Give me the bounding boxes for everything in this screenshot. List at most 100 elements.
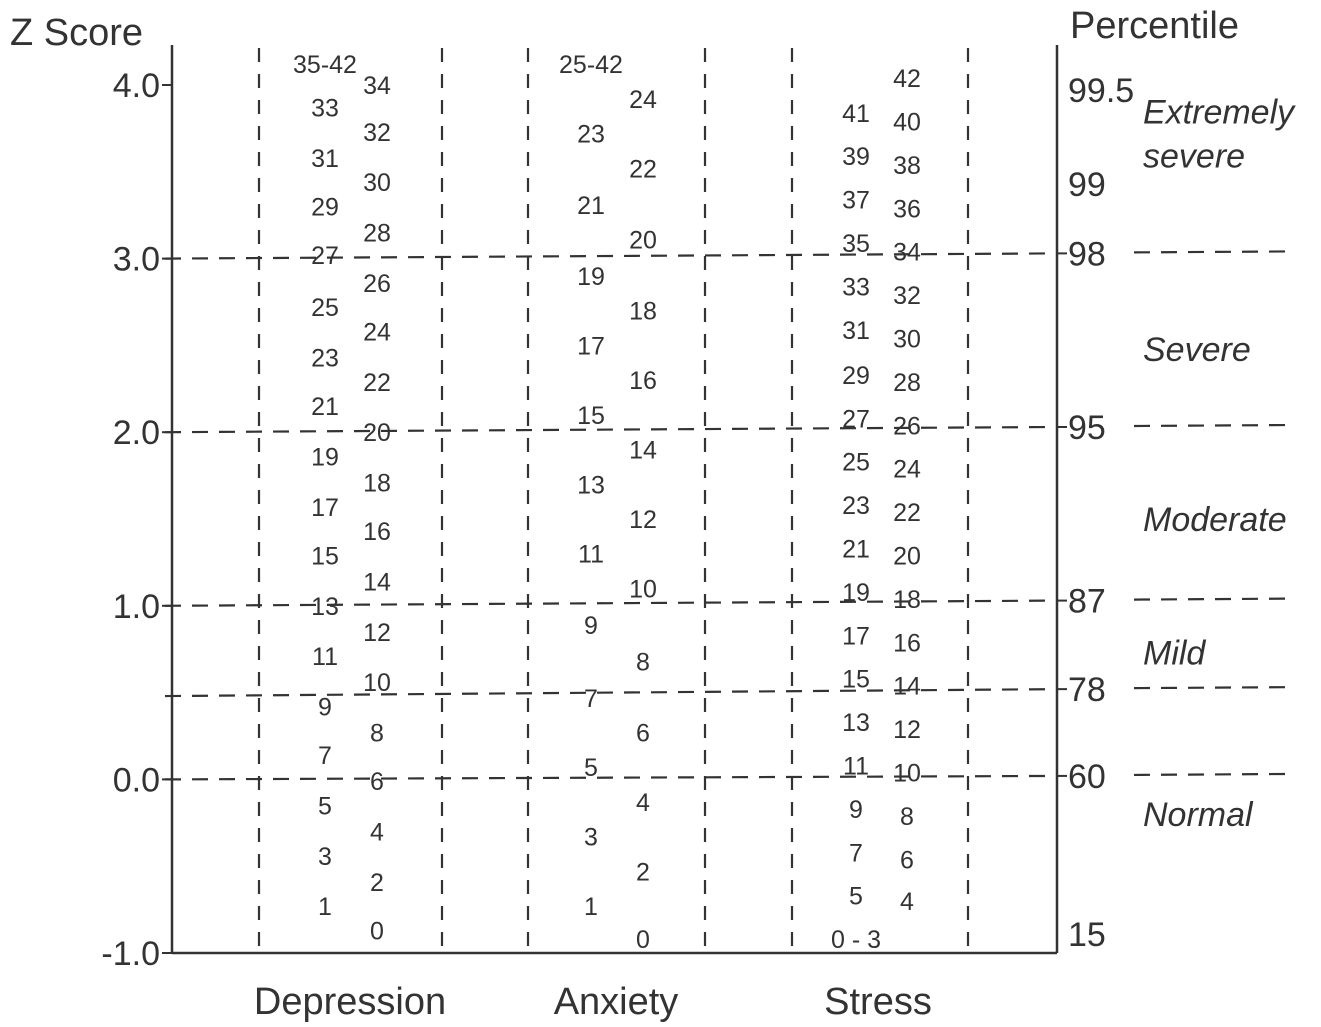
cutoff-line-0 [164, 252, 1058, 260]
score-stress-right-1: 40 [893, 108, 921, 136]
percentile-label-5: 78 [1068, 671, 1106, 709]
category-labels: Depression Anxiety Stress [254, 981, 932, 1023]
cutoff-line-3 [164, 688, 1058, 698]
severity-label-2: Moderate [1143, 501, 1287, 539]
score-depression-right-17: 0 [370, 917, 384, 945]
score-stress-right-13: 16 [893, 629, 921, 657]
z-tick-label-5: -1.0 [101, 935, 160, 973]
score-anxiety-left-10: 5 [584, 754, 598, 782]
score-anxiety-right-2: 20 [629, 227, 657, 255]
score-stress-left-4: 33 [842, 273, 870, 301]
score-stress-right-7: 28 [893, 369, 921, 397]
score-stress-left-9: 23 [842, 492, 870, 520]
percentile-label-2: 98 [1068, 235, 1106, 273]
severity-label-4-line-0: Normal [1143, 796, 1254, 834]
left-axis-title: Z Score [10, 12, 143, 54]
score-stress-left-8: 25 [842, 449, 870, 477]
score-stress-left-16: 9 [849, 796, 863, 824]
percentile-label-3: 95 [1068, 409, 1106, 447]
category-label-depression: Depression [254, 981, 446, 1023]
cutoff-line-4 [164, 774, 1058, 781]
score-anxiety-right-8: 8 [636, 648, 650, 676]
cutoff-line-right-4 [1133, 772, 1296, 777]
score-anxiety-left-8: 9 [584, 612, 598, 640]
severity-labels: Extremely severe Severe Moderate Mild Normal [1143, 94, 1296, 835]
severity-label-4: Normal [1143, 796, 1254, 834]
score-anxiety-right-12: 0 [636, 926, 650, 954]
z-tick-label-2: 2.0 [113, 414, 160, 452]
score-depression-left-7: 21 [311, 393, 339, 421]
severity-label-3: Mild [1143, 635, 1206, 673]
cutoff-line-right-2 [1133, 597, 1296, 601]
score-anxiety-right-3: 18 [629, 298, 657, 326]
score-anxiety-left-5: 15 [577, 402, 605, 430]
severity-label-3-line-0: Mild [1143, 635, 1206, 673]
score-anxiety-right-1: 22 [629, 155, 657, 183]
score-anxiety-left-11: 3 [584, 824, 598, 852]
score-anxiety-right-7: 10 [629, 575, 657, 603]
score-depression-right-14: 6 [370, 768, 384, 796]
category-label-anxiety: Anxiety [554, 981, 679, 1023]
score-anxiety-left-4: 17 [577, 332, 605, 360]
score-stress-left-7: 27 [842, 405, 870, 433]
score-depression-left-13: 9 [318, 693, 332, 721]
score-anxiety-left-0: 25-42 [559, 51, 623, 79]
column-dividers [257, 48, 970, 953]
score-depression-right-0: 34 [363, 72, 391, 100]
score-stress-left-12: 17 [842, 622, 870, 650]
score-depression-right-13: 8 [370, 720, 384, 748]
score-stress-right-11: 20 [893, 542, 921, 570]
score-stress-left-10: 21 [842, 536, 870, 564]
z-tick-label-4: 0.0 [113, 761, 160, 799]
cutoff-line-right-0 [1133, 250, 1296, 254]
score-anxiety-left-7: 11 [578, 541, 604, 569]
score-depression-left-11: 13 [311, 593, 339, 621]
score-depression-left-1: 33 [311, 95, 339, 123]
percentile-label-7: 15 [1068, 916, 1106, 954]
score-stress-right-18: 6 [900, 846, 914, 874]
category-label-stress: Stress [824, 981, 932, 1023]
score-anxiety-left-2: 21 [577, 192, 605, 220]
score-anxiety-right-9: 6 [636, 720, 650, 748]
score-stress-left-17: 7 [849, 839, 863, 867]
score-depression-left-8: 19 [311, 444, 339, 472]
score-stress-right-0: 42 [893, 65, 921, 93]
score-stress-left-14: 13 [842, 709, 870, 737]
score-depression-left-15: 5 [318, 792, 332, 820]
score-stress-right-16: 10 [893, 759, 921, 787]
percentile-label-6: 60 [1068, 758, 1106, 796]
cutoff-line-right-1 [1133, 423, 1296, 428]
score-depression-right-9: 16 [363, 518, 391, 546]
chart-frame [170, 45, 1059, 955]
score-depression-right-5: 24 [363, 319, 391, 347]
score-stress-right-17: 8 [900, 803, 914, 831]
score-depression-right-10: 14 [363, 568, 391, 596]
score-stress-right-2: 38 [893, 152, 921, 180]
score-depression-right-12: 10 [363, 669, 391, 697]
score-stress-left-6: 29 [842, 362, 870, 390]
score-stress-left-18: 5 [849, 883, 863, 911]
cutoff-line-1 [164, 425, 1058, 434]
z-score-ticks: 4.0 3.0 2.0 1.0 0.0 -1.0 [101, 67, 172, 973]
score-stress-right-19: 4 [900, 888, 914, 916]
score-depression-right-7: 20 [363, 419, 391, 447]
score-depression-left-6: 23 [311, 345, 339, 373]
score-depression-right-11: 12 [363, 619, 391, 647]
score-depression-right-16: 2 [370, 869, 384, 897]
severity-label-0: Extremely severe [1143, 94, 1296, 176]
score-stress-left-2: 37 [842, 187, 870, 215]
score-anxiety-left-3: 19 [577, 263, 605, 291]
score-depression-right-8: 18 [363, 470, 391, 498]
score-anxiety-right-6: 12 [629, 506, 657, 534]
score-anxiety-right-4: 16 [629, 367, 657, 395]
score-stress-right-14: 14 [893, 673, 921, 701]
score-depression-right-4: 26 [363, 270, 391, 298]
score-stress-left-13: 15 [842, 666, 870, 694]
z-tick-label-1: 3.0 [113, 241, 160, 279]
score-stress-left-0: 41 [842, 100, 870, 128]
score-stress-right-8: 26 [893, 412, 921, 440]
score-depression-right-3: 28 [363, 220, 391, 248]
score-stress-right-4: 34 [893, 239, 921, 267]
score-stress-left-11: 19 [842, 579, 870, 607]
